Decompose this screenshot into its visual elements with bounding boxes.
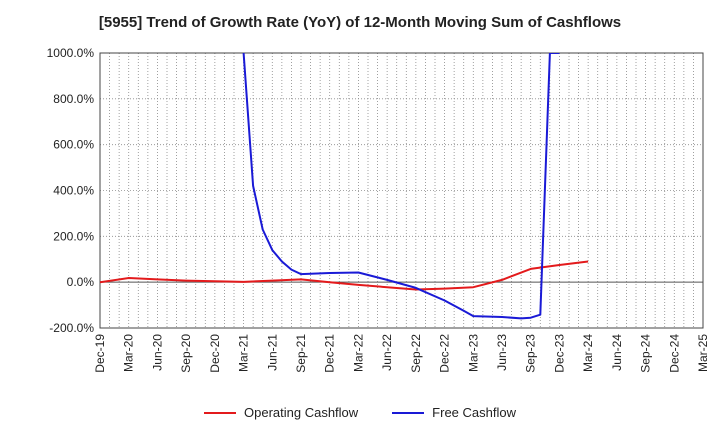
x-tick-label: Jun-21 bbox=[265, 334, 279, 371]
legend-label-operating: Operating Cashflow bbox=[244, 405, 359, 420]
legend: Operating Cashflow Free Cashflow bbox=[0, 405, 720, 420]
plot-frame bbox=[99, 52, 704, 329]
x-tick-label: Sep-23 bbox=[524, 334, 538, 373]
y-tick-labels: 1000.0% 800.0% 600.0% 400.0% 200.0% 0.0% -200.… bbox=[47, 46, 95, 335]
y-tick-label: 400.0% bbox=[53, 184, 94, 198]
x-tick-label: Mar-21 bbox=[237, 334, 251, 372]
y-tick-label: 800.0% bbox=[53, 92, 94, 106]
legend-swatch-free bbox=[392, 411, 425, 414]
x-tick-label: Mar-23 bbox=[466, 334, 480, 372]
x-tick-label: Sep-20 bbox=[179, 334, 193, 373]
series-line-operating-cashflow bbox=[100, 260, 589, 291]
y-tick-label: 1000.0% bbox=[47, 46, 95, 60]
x-tick-label: Sep-24 bbox=[639, 334, 653, 373]
legend-item-operating: Operating Cashflow bbox=[204, 405, 358, 420]
series-lines bbox=[100, 53, 589, 320]
x-tick-label: Dec-23 bbox=[552, 334, 566, 373]
legend-swatch-operating bbox=[204, 411, 236, 414]
grid-lines bbox=[100, 52, 703, 329]
legend-label-free: Free Cashflow bbox=[432, 405, 516, 420]
x-tick-label: Sep-22 bbox=[409, 334, 423, 373]
x-tick-label: Dec-21 bbox=[323, 334, 337, 373]
x-tick-label: Dec-24 bbox=[667, 334, 681, 373]
x-tick-labels: Dec-19 Mar-20 Jun-20 Sep-20 Dec-20 Mar-21 Jun-… bbox=[93, 334, 710, 373]
y-tick-label: 0.0% bbox=[67, 275, 95, 289]
x-tick-label: Dec-20 bbox=[208, 334, 222, 373]
x-tick-label: Jun-24 bbox=[610, 334, 624, 371]
y-tick-label: -200.0% bbox=[49, 321, 94, 335]
x-tick-label: Mar-22 bbox=[351, 334, 365, 372]
y-tick-label: 200.0% bbox=[53, 229, 94, 243]
series-line-free-cashflow bbox=[242, 53, 560, 320]
chart-title: [5955] Trend of Growth Rate (YoY) of 12-… bbox=[98, 14, 622, 31]
x-tick-label: Dec-22 bbox=[438, 334, 452, 373]
x-tick-label: Jun-20 bbox=[150, 334, 164, 371]
x-tick-label: Sep-21 bbox=[294, 334, 308, 373]
x-tick-label: Mar-25 bbox=[696, 334, 710, 372]
x-tick-label: Dec-19 bbox=[93, 334, 107, 373]
x-tick-label: Jun-23 bbox=[495, 334, 509, 371]
x-tick-label: Mar-24 bbox=[581, 334, 595, 372]
legend-item-free: Free Cashflow bbox=[392, 405, 516, 420]
y-tick-label: 600.0% bbox=[53, 138, 94, 152]
x-tick-label: Mar-20 bbox=[122, 334, 136, 372]
x-tick-label: Jun-22 bbox=[380, 334, 394, 371]
